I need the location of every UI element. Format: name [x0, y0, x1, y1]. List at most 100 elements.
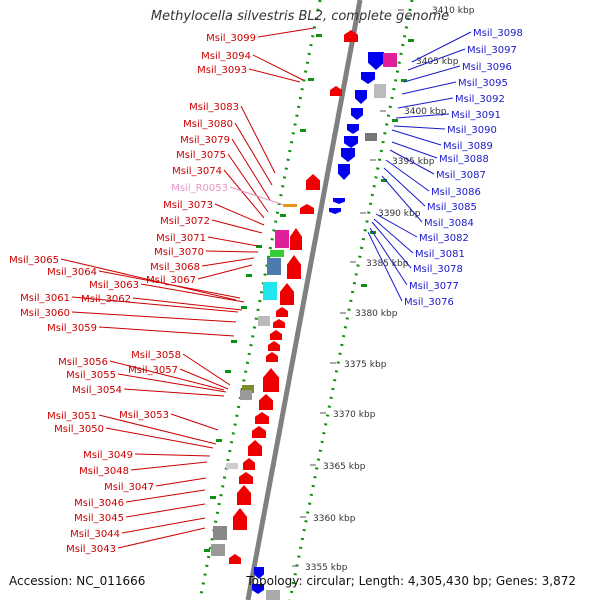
left-gene-label: Msil_3058 [131, 350, 181, 361]
feature-box-gray [211, 544, 225, 556]
left-label-leader [125, 503, 206, 518]
forward-gene [239, 472, 253, 484]
left-label-leader [105, 427, 214, 449]
reverse-gene [333, 198, 345, 204]
left-gene-label: Msil_3065 [9, 255, 59, 266]
forward-gene [229, 554, 241, 564]
feature-box-gray [266, 590, 280, 600]
reverse-gene [344, 136, 358, 148]
left-gene-label: Msil_3059 [47, 323, 97, 334]
left-gene-label: Msil_3046 [74, 498, 124, 509]
left-gene-label: Msil_3071 [156, 233, 206, 244]
forward-gene [287, 255, 301, 279]
feature-box-gray [258, 316, 270, 326]
feature-box-gray [374, 84, 386, 98]
forward-gene [252, 426, 266, 438]
forward-gene [273, 319, 285, 328]
left-track-marker [225, 370, 231, 373]
reverse-gene [329, 208, 341, 214]
right-label-leader [389, 149, 435, 175]
left-gene-label: Msil_3094 [201, 51, 251, 62]
accession-text: Accession: NC_011666 [9, 574, 146, 588]
right-label-leader [369, 227, 408, 286]
right-gene-label: Msil_3091 [451, 110, 501, 121]
right-gene-label: Msil_3095 [458, 78, 508, 89]
right-tick-track [288, 0, 414, 600]
left-track-marker [308, 78, 314, 81]
forward-gene [300, 204, 314, 214]
left-label-leader [182, 353, 231, 386]
right-gene-label: Msil_3078 [413, 264, 463, 275]
right-track-marker [401, 79, 407, 82]
left-gene-label: Msil_3044 [70, 529, 120, 540]
left-gene-label: Msil_3056 [58, 357, 108, 368]
left-gene-label: Msil_3075 [176, 150, 226, 161]
reverse-gene [252, 584, 264, 594]
right-gene-label: Msil_3085 [427, 202, 477, 213]
forward-gene [248, 440, 262, 456]
left-label-leader [134, 453, 211, 457]
feature-box-olive [242, 385, 254, 393]
genome-backbone [245, 0, 363, 600]
forward-gene [270, 330, 282, 340]
left-label-leader [117, 373, 227, 393]
left-track-marker [241, 306, 247, 309]
left-label-leader [229, 186, 285, 206]
scale-tick-label: 3355 kbp [305, 563, 348, 573]
left-gene-label: Msil_R0053 [171, 183, 228, 194]
right-gene-label: Msil_3097 [467, 45, 517, 56]
right-track-marker [392, 119, 398, 122]
right-gene-label: Msil_3090 [447, 125, 497, 136]
left-track-marker [316, 34, 322, 37]
left-label-leader [231, 138, 271, 201]
left-gene-label: Msil_3099 [206, 33, 256, 44]
scale-tick-label: 3400 kbp [404, 107, 447, 117]
left-label-leader [248, 68, 301, 83]
scale-tick-label: 3380 kbp [355, 309, 398, 319]
left-label-leader [252, 54, 304, 81]
right-label-leader [375, 213, 418, 238]
scale-tick-label: 3410 kbp [432, 6, 475, 16]
rna-feature-orange [283, 204, 297, 207]
forward-gene [266, 352, 278, 362]
right-gene-label: Msil_3084 [424, 218, 474, 229]
scale-tick-label: 3390 kbp [378, 209, 421, 219]
scale-tick-label: 3360 kbp [313, 514, 356, 524]
scale-tick-label: 3405 kbp [416, 57, 459, 67]
left-label-leader [207, 236, 259, 247]
left-label-leader [155, 477, 207, 487]
right-gene-label: Msil_3082 [419, 233, 469, 244]
left-label-leader [257, 27, 315, 38]
left-label-leader [125, 489, 206, 503]
left-gene-label: Msil_3050 [54, 424, 104, 435]
left-gene-label: Msil_3072 [160, 216, 210, 227]
forward-gene [255, 412, 269, 424]
left-label-leader [201, 257, 255, 267]
scale-tick-label: 3395 kbp [392, 157, 435, 167]
feature-box-gray [240, 390, 252, 400]
right-gene-label: Msil_3096 [462, 62, 512, 73]
right-gene-label: Msil_3077 [409, 281, 459, 292]
right-gene-label: Msil_3086 [431, 187, 481, 198]
right-track-marker [381, 179, 387, 182]
left-label-leader [98, 326, 235, 337]
forward-gene [344, 30, 358, 42]
right-label-leader [395, 113, 450, 119]
left-gene-label: Msil_3045 [74, 513, 124, 524]
left-label-leader [240, 105, 276, 174]
left-gene-label: Msil_3051 [47, 411, 97, 422]
left-gene-label: Msil_3068 [150, 262, 200, 273]
right-gene-label: Msil_3092 [455, 94, 505, 105]
forward-gene [306, 174, 320, 190]
reverse-gene [355, 90, 367, 104]
right-label-leader [401, 81, 457, 95]
feature-box-gray [226, 463, 238, 469]
left-label-leader [227, 153, 269, 213]
left-track-marker [246, 274, 252, 277]
right-label-leader [385, 159, 430, 192]
forward-gene [259, 394, 273, 410]
feature-box-steelblue [267, 258, 281, 275]
left-gene-label: Msil_3093 [197, 65, 247, 76]
